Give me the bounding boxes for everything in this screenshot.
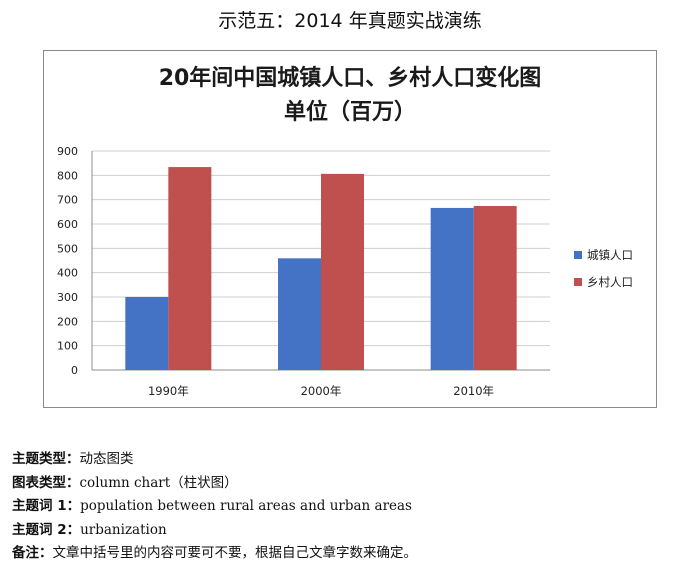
note-value: urbanization — [80, 521, 167, 538]
note-key: 主题词 2： — [12, 521, 81, 538]
legend-label: 乡村人口 — [587, 275, 633, 289]
legend-swatch — [574, 278, 582, 286]
y-tick-label: 500 — [57, 242, 78, 255]
bar-rural — [168, 167, 212, 370]
notes-section: 主题类型：动态图类 图表类型：column chart（柱状图） 主题词 1：p… — [12, 448, 692, 566]
note-key: 主题类型： — [12, 451, 80, 467]
note-row-keyword-1: 主题词 1：population between rural areas and… — [12, 495, 692, 519]
y-tick-label: 100 — [57, 340, 78, 353]
bar-rural — [473, 205, 517, 370]
note-row-topic-type: 主题类型：动态图类 — [12, 448, 692, 472]
x-tick-label: 2010年 — [453, 384, 494, 398]
y-tick-label: 800 — [57, 169, 78, 182]
chart-plot: 0 100 200 300 400 500 600 700 800 900 1990年 2000年 20… — [57, 145, 633, 398]
chart-subtitle: 单位（百万） — [283, 100, 416, 125]
note-value: column chart（柱状图） — [79, 474, 238, 491]
chart-title: 20年间中国城镇人口、乡村人口变化图 — [158, 66, 542, 91]
note-value: 动态图类 — [79, 451, 134, 467]
x-tick-label: 1990年 — [148, 384, 189, 398]
y-tick-label: 300 — [57, 291, 78, 304]
page-heading: 示范五：2014 年真题实战演练 — [218, 10, 482, 32]
note-value: 文章中括号里的内容可要可不要，根据自己文章字数来确定。 — [52, 545, 418, 561]
note-key: 图表类型： — [12, 474, 80, 491]
y-tick-label: 700 — [57, 194, 78, 207]
note-key: 备注： — [12, 545, 53, 561]
note-row-remark: 备注：文章中括号里的内容可要可不要，根据自己文章字数来确定。 — [12, 542, 692, 566]
bar-urban — [430, 207, 474, 370]
legend-label: 城镇人口 — [587, 248, 633, 262]
y-tick-label: 0 — [71, 364, 78, 377]
bar-urban — [125, 297, 169, 370]
y-tick-label: 400 — [57, 267, 78, 280]
legend-swatch — [574, 251, 582, 259]
note-row-keyword-2: 主题词 2：urbanization — [12, 519, 692, 543]
bar-rural — [321, 173, 364, 370]
y-tick-label: 900 — [57, 145, 78, 158]
bar-urban — [278, 258, 321, 370]
y-tick-label: 600 — [57, 218, 78, 231]
note-value: population between rural areas and urban… — [80, 498, 412, 514]
x-tick-label: 2000年 — [301, 384, 342, 398]
note-key: 主题词 1： — [12, 498, 81, 514]
y-tick-label: 200 — [57, 315, 78, 328]
chart-frame: 20年间中国城镇人口、乡村人口变化图 单位（百万） 0 100 200 300 400 5… — [43, 50, 657, 408]
note-row-chart-type: 图表类型：column chart（柱状图） — [12, 472, 692, 496]
